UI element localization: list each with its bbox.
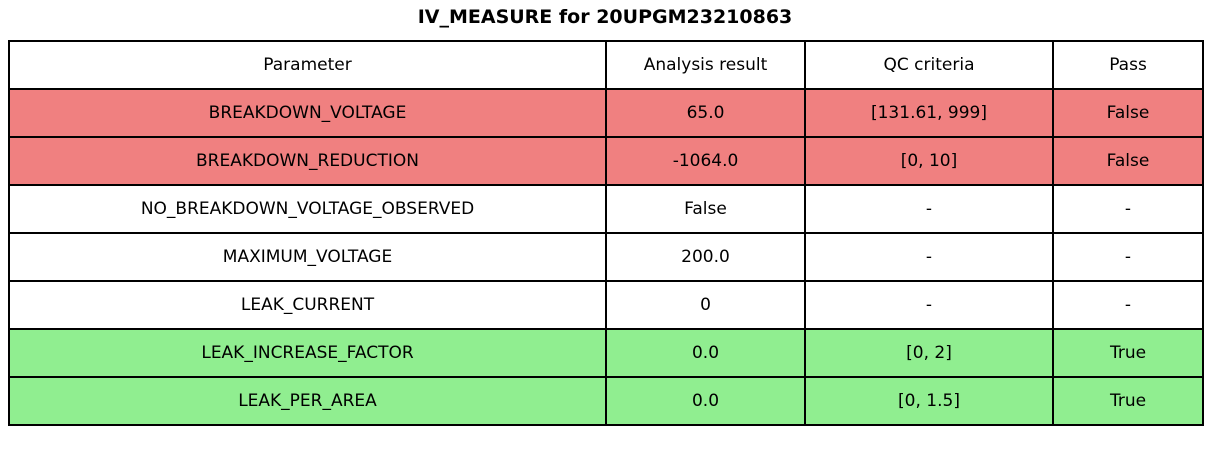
column-header-pass: Pass <box>1052 40 1204 90</box>
table-row: BREAKDOWN_VOLTAGE 65.0 [131.61, 999] Fal… <box>8 88 1204 138</box>
cell-qc-criteria: [0, 2] <box>804 328 1054 378</box>
cell-qc-criteria: [0, 10] <box>804 136 1054 186</box>
cell-analysis-result: False <box>605 184 806 234</box>
cell-pass: False <box>1052 136 1204 186</box>
cell-parameter: MAXIMUM_VOLTAGE <box>8 232 607 282</box>
cell-pass: False <box>1052 88 1204 138</box>
column-header-parameter: Parameter <box>8 40 607 90</box>
cell-analysis-result: -1064.0 <box>605 136 806 186</box>
cell-parameter: LEAK_CURRENT <box>8 280 607 330</box>
qc-results-table: Parameter Analysis result QC criteria Pa… <box>8 40 1204 426</box>
cell-analysis-result: 200.0 <box>605 232 806 282</box>
cell-parameter: NO_BREAKDOWN_VOLTAGE_OBSERVED <box>8 184 607 234</box>
cell-qc-criteria: - <box>804 280 1054 330</box>
cell-qc-criteria: [0, 1.5] <box>804 376 1054 426</box>
table-header-row: Parameter Analysis result QC criteria Pa… <box>8 40 1204 90</box>
cell-parameter: LEAK_INCREASE_FACTOR <box>8 328 607 378</box>
table-row: MAXIMUM_VOLTAGE 200.0 - - <box>8 232 1204 282</box>
column-header-qc-criteria: QC criteria <box>804 40 1054 90</box>
table-row: NO_BREAKDOWN_VOLTAGE_OBSERVED False - - <box>8 184 1204 234</box>
cell-parameter: BREAKDOWN_REDUCTION <box>8 136 607 186</box>
cell-analysis-result: 0.0 <box>605 328 806 378</box>
cell-qc-criteria: [131.61, 999] <box>804 88 1054 138</box>
cell-pass: True <box>1052 328 1204 378</box>
cell-analysis-result: 0.0 <box>605 376 806 426</box>
table-row: BREAKDOWN_REDUCTION -1064.0 [0, 10] Fals… <box>8 136 1204 186</box>
page-title: IV_MEASURE for 20UPGM23210863 <box>417 6 793 28</box>
cell-analysis-result: 0 <box>605 280 806 330</box>
cell-parameter: BREAKDOWN_VOLTAGE <box>8 88 607 138</box>
column-header-analysis-result: Analysis result <box>605 40 806 90</box>
cell-pass: - <box>1052 184 1204 234</box>
cell-qc-criteria: - <box>804 232 1054 282</box>
cell-pass: - <box>1052 280 1204 330</box>
cell-pass: - <box>1052 232 1204 282</box>
cell-analysis-result: 65.0 <box>605 88 806 138</box>
cell-qc-criteria: - <box>804 184 1054 234</box>
table-row: LEAK_CURRENT 0 - - <box>8 280 1204 330</box>
cell-pass: True <box>1052 376 1204 426</box>
table-row: LEAK_PER_AREA 0.0 [0, 1.5] True <box>8 376 1204 426</box>
cell-parameter: LEAK_PER_AREA <box>8 376 607 426</box>
table-row: LEAK_INCREASE_FACTOR 0.0 [0, 2] True <box>8 328 1204 378</box>
